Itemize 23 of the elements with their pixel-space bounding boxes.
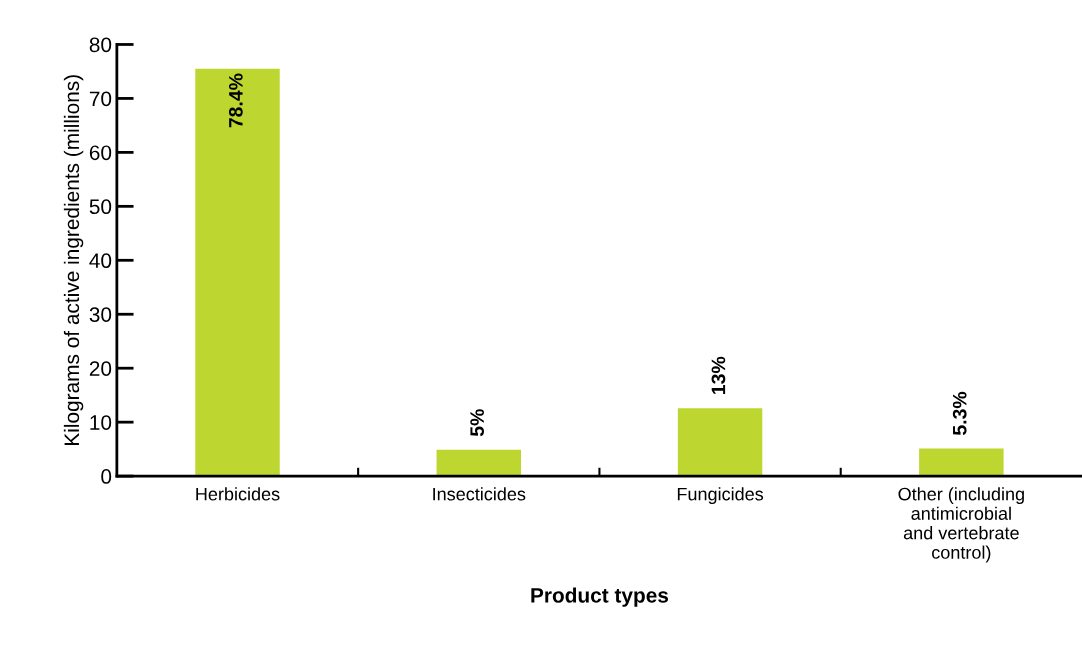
bar	[436, 449, 522, 477]
y-tick-label: 0	[101, 469, 112, 484]
x-tick-label: Insecticides	[433, 487, 526, 501]
y-axis-title: Kilograms of active ingredients (millions)	[63, 75, 84, 445]
y-tick-label: 30	[89, 307, 112, 322]
x-tick-label: Herbicides	[196, 487, 280, 501]
annotation: 5%	[470, 409, 484, 437]
y-tick-label: 40	[89, 253, 112, 269]
x-axis-title: Product types	[531, 587, 669, 607]
bar	[919, 448, 1004, 477]
y-tick-label: 70	[89, 91, 112, 107]
annotation: 13%	[711, 356, 726, 394]
x-tick-label: Fungicides	[677, 487, 764, 505]
y-tick-label: 10	[90, 415, 112, 430]
x-tick-label: Other (including antimicrobial and vertebrate control)	[898, 487, 1024, 563]
annotation: 78.4%	[228, 73, 243, 128]
y-tick-label: 20	[89, 361, 112, 376]
y-tick-label: 50	[89, 199, 112, 215]
bar	[677, 408, 763, 477]
y-tick-label: 60	[89, 145, 112, 161]
bar	[195, 68, 280, 477]
y-tick-label: 80	[89, 37, 112, 53]
annotation: 5.3%	[952, 391, 967, 436]
